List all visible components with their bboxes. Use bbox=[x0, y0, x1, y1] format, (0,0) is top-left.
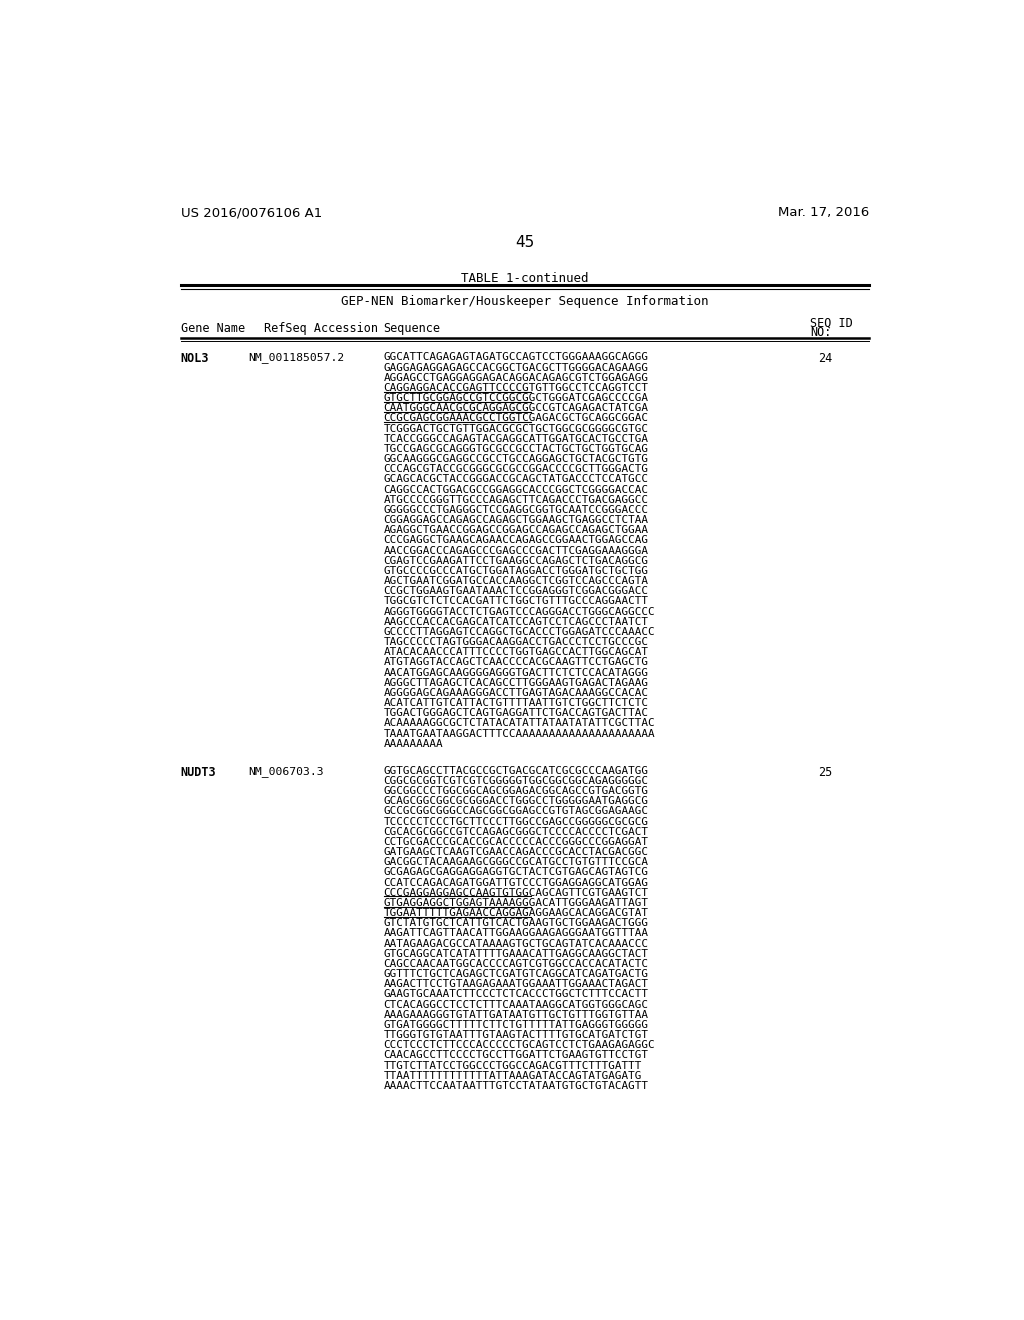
Text: GTGATGGGGCTTTTTCTTCTGTTTTTATTGAGGGTGGGGG: GTGATGGGGCTTTTTCTTCTGTTTTTATTGAGGGTGGGGG bbox=[384, 1020, 649, 1030]
Text: CTCACAGGCCTCCTCTTTCAAATAAGGCATGGTGGGCAGC: CTCACAGGCCTCCTCTTTCAAATAAGGCATGGTGGGCAGC bbox=[384, 999, 649, 1010]
Text: GCCGCGGCGGGCCAGCGGCGGAGCCGTGTAGCGGAGAAGC: GCCGCGGCGGGCCAGCGGCGGAGCCGTGTAGCGGAGAAGC bbox=[384, 807, 649, 817]
Text: CCCGAGGAGGAGCCAAGTGTGGCAGCAGTTCGTGAAGTCT: CCCGAGGAGGAGCCAAGTGTGGCAGCAGTTCGTGAAGTCT bbox=[384, 888, 649, 898]
Text: GGTGCAGCCTTACGCCGCTGACGCATCGCGCCCAAGATGG: GGTGCAGCCTTACGCCGCTGACGCATCGCGCCCAAGATGG bbox=[384, 766, 649, 776]
Text: AAAACTTCCAATAATTTGTCCTATAATGTGCTGTACAGTT: AAAACTTCCAATAATTTGTCCTATAATGTGCTGTACAGTT bbox=[384, 1081, 649, 1090]
Text: GCAGCACGCTACCGGGACCGCAGCTATGACCCTCCATGCC: GCAGCACGCTACCGGGACCGCAGCTATGACCCTCCATGCC bbox=[384, 474, 649, 484]
Text: ACAAAAAGGCGCTCTATACATATTATAATATATTCGCTTAC: ACAAAAAGGCGCTCTATACATATTATAATATATTCGCTTA… bbox=[384, 718, 655, 729]
Text: AAAGAAAGGGTGTATTGATAATGTTGCTGTTTGGTGTTAA: AAAGAAAGGGTGTATTGATAATGTTGCTGTTTGGTGTTAA bbox=[384, 1010, 649, 1020]
Text: CAGCCAACAATGGCACCCCAGTCGTGGCCACCACATACTC: CAGCCAACAATGGCACCCCAGTCGTGGCCACCACATACTC bbox=[384, 958, 649, 969]
Text: GTGCCCCGCCCATGCTGGATAGGACCTGGGATGCTGCTGG: GTGCCCCGCCCATGCTGGATAGGACCTGGGATGCTGCTGG bbox=[384, 566, 649, 576]
Text: TAGCCCCCTAGTGGGACAAGGACCTGACCCTCCTGCCCGC: TAGCCCCCTAGTGGGACAAGGACCTGACCCTCCTGCCCGC bbox=[384, 638, 649, 647]
Text: AAGACTTCCTGTAAGAGAAATGGAAATTGGAAACTAGACT: AAGACTTCCTGTAAGAGAAATGGAAATTGGAAACTAGACT bbox=[384, 979, 649, 989]
Text: TTAATTTTTTTTTTTTATTAAAGATACCAGTATGAGATG: TTAATTTTTTTTTTTTATTAAAGATACCAGTATGAGATG bbox=[384, 1071, 642, 1081]
Text: AAAAAAAAA: AAAAAAAAA bbox=[384, 739, 443, 748]
Text: GEP-NEN Biomarker/Houskeeper Sequence Information: GEP-NEN Biomarker/Houskeeper Sequence In… bbox=[341, 296, 709, 309]
Text: CGGCGCGGTCGTCGTCGGGGGTGGCGGCGGCAGAGGGGGC: CGGCGCGGTCGTCGTCGGGGGTGGCGGCGGCAGAGGGGGC bbox=[384, 776, 649, 785]
Text: GCCCCTTAGGAGTCCAGGCTGCACCCTGGAGATCCCAAACC: GCCCCTTAGGAGTCCAGGCTGCACCCTGGAGATCCCAAAC… bbox=[384, 627, 655, 636]
Text: TCCCCCTCCCTGCTTCCCTTGGCCGAGCCGGGGGCGCGCG: TCCCCCTCCCTGCTTCCCTTGGCCGAGCCGGGGGCGCGCG bbox=[384, 817, 649, 826]
Text: AGAGGCTGAACCGGAGCCGGAGCCAGAGCCAGAGCTGGAA: AGAGGCTGAACCGGAGCCGGAGCCAGAGCCAGAGCTGGAA bbox=[384, 525, 649, 535]
Text: CCATCCAGACAGATGGATTGTCCCTGGAGGAGGCATGGAG: CCATCCAGACAGATGGATTGTCCCTGGAGGAGGCATGGAG bbox=[384, 878, 649, 887]
Text: CAGGCCACTGGACGCCGGAGGCACCCGGCTCGGGGACCAC: CAGGCCACTGGACGCCGGAGGCACCCGGCTCGGGGACCAC bbox=[384, 484, 649, 495]
Text: TTGTCTTATCCTGGCCCTGGCCAGACGTTTCTTTGATTT: TTGTCTTATCCTGGCCCTGGCCAGACGTTTCTTTGATTT bbox=[384, 1060, 642, 1071]
Text: TABLE 1-continued: TABLE 1-continued bbox=[461, 272, 589, 285]
Text: AACCGGACCCAGAGCCCGAGCCCGACTTCGAGGAAAGGGA: AACCGGACCCAGAGCCCGAGCCCGACTTCGAGGAAAGGGA bbox=[384, 545, 649, 556]
Text: AGGGGAGCAGAAAGGGACCTTGAGTAGACAAAGGCCACAC: AGGGGAGCAGAAAGGGACCTTGAGTAGACAAAGGCCACAC bbox=[384, 688, 649, 698]
Text: AGCTGAATCGGATGCCACCAAGGCTCGGTCCAGCCCAGTA: AGCTGAATCGGATGCCACCAAGGCTCGGTCCAGCCCAGTA bbox=[384, 576, 649, 586]
Text: CGAGTCCGAAGATTCCTGAAGGCCAGAGCTCTGACAGGCG: CGAGTCCGAAGATTCCTGAAGGCCAGAGCTCTGACAGGCG bbox=[384, 556, 649, 566]
Text: CAATGGGCAACGCGCAGGAGCGGCCGTCAGAGACTATCGA: CAATGGGCAACGCGCAGGAGCGGCCGTCAGAGACTATCGA bbox=[384, 404, 649, 413]
Text: GACGGCTACAAGAAGCGGGCCGCATGCCTGTGTTTCCGCA: GACGGCTACAAGAAGCGGGCCGCATGCCTGTGTTTCCGCA bbox=[384, 857, 649, 867]
Text: ATGTAGGTACCAGCTCAACCCCACGCAAGTTCCTGAGCTG: ATGTAGGTACCAGCTCAACCCCACGCAAGTTCCTGAGCTG bbox=[384, 657, 649, 668]
Text: GCGAGAGCGAGGAGGAGGTGCTACTCGTGAGCAGTAGTCG: GCGAGAGCGAGGAGGAGGTGCTACTCGTGAGCAGTAGTCG bbox=[384, 867, 649, 878]
Text: GTGCTTGCGGAGCCGTCCGGCGGCTGGGATCGAGCCCCGA: GTGCTTGCGGAGCCGTCCGGCGGCTGGGATCGAGCCCCGA bbox=[384, 393, 649, 403]
Text: AGGAGCCTGAGGAGGAGACAGGACAGAGCGTCTGGAGAGG: AGGAGCCTGAGGAGGAGACAGGACAGAGCGTCTGGAGAGG bbox=[384, 372, 649, 383]
Text: CCCGAGGCTGAAGCAGAACCAGAGCCGGAACTGGAGCCAG: CCCGAGGCTGAAGCAGAACCAGAGCCGGAACTGGAGCCAG bbox=[384, 536, 649, 545]
Text: CCCAGCGTACCGCGGGCGCGCCGGACCCCGCTTGGGACTG: CCCAGCGTACCGCGGGCGCGCCGGACCCCGCTTGGGACTG bbox=[384, 465, 649, 474]
Text: AGGGCTTAGAGCTCACAGCCTTGGGAAGTGAGACTAGAAG: AGGGCTTAGAGCTCACAGCCTTGGGAAGTGAGACTAGAAG bbox=[384, 677, 649, 688]
Text: TGGACTGGGAGCTCAGTGAGGATTCTGACCAGTGACTTAC: TGGACTGGGAGCTCAGTGAGGATTCTGACCAGTGACTTAC bbox=[384, 708, 649, 718]
Text: GTGAGGAGGCTGGAGTAAAAGGGACATTGGGAAGATTAGT: GTGAGGAGGCTGGAGTAAAAGGGACATTGGGAAGATTAGT bbox=[384, 898, 649, 908]
Text: CGGAGGAGCCAGAGCCAGAGCTGGAAGCTGAGGCCTCTAA: CGGAGGAGCCAGAGCCAGAGCTGGAAGCTGAGGCCTCTAA bbox=[384, 515, 649, 525]
Text: ATACACAACCCATTTCCCCTGGTGAGCCACTTGGCAGCAT: ATACACAACCCATTTCCCCTGGTGAGCCACTTGGCAGCAT bbox=[384, 647, 649, 657]
Text: TGGAATTTTTGAGAACCAGGAGAGGAAGCACAGGACGTAT: TGGAATTTTTGAGAACCAGGAGAGGAAGCACAGGACGTAT bbox=[384, 908, 649, 919]
Text: US 2016/0076106 A1: US 2016/0076106 A1 bbox=[180, 206, 322, 219]
Text: GGTTTCTGCTCAGAGCTCGATGTCAGGCATCAGATGACTG: GGTTTCTGCTCAGAGCTCGATGTCAGGCATCAGATGACTG bbox=[384, 969, 649, 979]
Text: GAAGTGCAAATCTTCCCTCTCACCCTGGCTCTTTCCACTT: GAAGTGCAAATCTTCCCTCTCACCCTGGCTCTTTCCACTT bbox=[384, 990, 649, 999]
Text: AGGGTGGGGTACCTCTGAGTCCCAGGGACCTGGGCAGGCCC: AGGGTGGGGTACCTCTGAGTCCCAGGGACCTGGGCAGGCC… bbox=[384, 607, 655, 616]
Text: ACATCATTGTCATTACTGTTTTAATTGTCTGGCTTCTCTC: ACATCATTGTCATTACTGTTTTAATTGTCTGGCTTCTCTC bbox=[384, 698, 649, 708]
Text: CCCTCCCTCTTCCCACCCCCTGCAGTCCTCTGAAGAGAGGC: CCCTCCCTCTTCCCACCCCCTGCAGTCCTCTGAAGAGAGG… bbox=[384, 1040, 655, 1051]
Text: NOL3: NOL3 bbox=[180, 352, 209, 366]
Text: GGCGGCCCTGGCGGCAGCGGAGACGGCAGCCGTGACGGTG: GGCGGCCCTGGCGGCAGCGGAGACGGCAGCCGTGACGGTG bbox=[384, 787, 649, 796]
Text: CCGCTGGAAGTGAATAAACTCCGGAGGGTCGGACGGGACC: CCGCTGGAAGTGAATAAACTCCGGAGGGTCGGACGGGACC bbox=[384, 586, 649, 597]
Text: TCGGGACTGCTGTTGGACGCGCTGCTGGCGCGGGGCGTGC: TCGGGACTGCTGTTGGACGCGCTGCTGGCGCGGGGCGTGC bbox=[384, 424, 649, 433]
Text: NUDT3: NUDT3 bbox=[180, 766, 216, 779]
Text: TGGCGTCTCTCCACGATTCTGGCTGTTTGCCCAGGAACTT: TGGCGTCTCTCCACGATTCTGGCTGTTTGCCCAGGAACTT bbox=[384, 597, 649, 606]
Text: GATGAAGCTCAAGTCGAACCAGACCCGCACCTACGACGGC: GATGAAGCTCAAGTCGAACCAGACCCGCACCTACGACGGC bbox=[384, 847, 649, 857]
Text: CGCACGCGGCCGTCCAGAGCGGGCTCCCCACCCCTCGACT: CGCACGCGGCCGTCCAGAGCGGGCTCCCCACCCCTCGACT bbox=[384, 826, 649, 837]
Text: NM_001185057.2: NM_001185057.2 bbox=[248, 352, 344, 363]
Text: RefSeq Accession: RefSeq Accession bbox=[263, 322, 378, 335]
Text: TCACCGGGCCAGAGTACGAGGCATTGGATGCACTGCCTGA: TCACCGGGCCAGAGTACGAGGCATTGGATGCACTGCCTGA bbox=[384, 434, 649, 444]
Text: Sequence: Sequence bbox=[384, 322, 440, 335]
Text: SEQ ID: SEQ ID bbox=[810, 317, 853, 329]
Text: AACATGGAGCAAGGGGAGGGTGACTTCTCTCCACATAGGG: AACATGGAGCAAGGGGAGGGTGACTTCTCTCCACATAGGG bbox=[384, 668, 649, 677]
Text: GAGGAGAGGAGAGCCACGGCTGACGCTTGGGGACAGAAGG: GAGGAGAGGAGAGCCACGGCTGACGCTTGGGGACAGAAGG bbox=[384, 363, 649, 372]
Text: AATAGAAGACGCCATAAAAGTGCTGCAGTATCACAAACCC: AATAGAAGACGCCATAAAAGTGCTGCAGTATCACAAACCC bbox=[384, 939, 649, 949]
Text: CCTGCGACCCGCACCGCACCCCCACCCGGGCCCGGAGGAT: CCTGCGACCCGCACCGCACCCCCACCCGGGCCCGGAGGAT bbox=[384, 837, 649, 847]
Text: GCAGCGGCGGCGCGGGACCTGGGCCTGGGGGAATGAGGCG: GCAGCGGCGGCGCGGGACCTGGGCCTGGGGGAATGAGGCG bbox=[384, 796, 649, 807]
Text: TAAATGAATAAGGACTTTCCAAAAAAAAAAAAAAAAAAAAA: TAAATGAATAAGGACTTTCCAAAAAAAAAAAAAAAAAAAA… bbox=[384, 729, 655, 738]
Text: Mar. 17, 2016: Mar. 17, 2016 bbox=[777, 206, 869, 219]
Text: NM_006703.3: NM_006703.3 bbox=[248, 766, 324, 776]
Text: Gene Name: Gene Name bbox=[180, 322, 245, 335]
Text: TGCCGAGCGCAGGGTGCGCCGCCTACTGCTGCTGGTGCAG: TGCCGAGCGCAGGGTGCGCCGCCTACTGCTGCTGGTGCAG bbox=[384, 444, 649, 454]
Text: GGGGGCCCTGAGGGCTCCGAGGCGGTGCAATCCGGGACCC: GGGGGCCCTGAGGGCTCCGAGGCGGTGCAATCCGGGACCC bbox=[384, 506, 649, 515]
Text: NO:: NO: bbox=[810, 326, 831, 339]
Text: GTCTATGTGCTCATTGTCACTGAAGTGCTGGAAGACTGGG: GTCTATGTGCTCATTGTCACTGAAGTGCTGGAAGACTGGG bbox=[384, 919, 649, 928]
Text: AAGATTCAGTTAACATTGGAAGGAAGAGGGAATGGTTTAA: AAGATTCAGTTAACATTGGAAGGAAGAGGGAATGGTTTAA bbox=[384, 928, 649, 939]
Text: CAGGAGGACACCGAGTTCCCCGTGTTGGCCTCCAGGTCCT: CAGGAGGACACCGAGTTCCCCGTGTTGGCCTCCAGGTCCT bbox=[384, 383, 649, 393]
Text: AAGCCCACCACGAGCATCATCCAGTCCTCAGCCCTAATCT: AAGCCCACCACGAGCATCATCCAGTCCTCAGCCCTAATCT bbox=[384, 616, 649, 627]
Text: TTGGGTGTGTAATTTGTAAGTACTTTTGTGCATGATCTGT: TTGGGTGTGTAATTTGTAAGTACTTTTGTGCATGATCTGT bbox=[384, 1030, 649, 1040]
Text: 25: 25 bbox=[818, 766, 831, 779]
Text: GGCAAGGGCGAGGCCGCCTGCCAGGAGCTGCTACGCTGTG: GGCAAGGGCGAGGCCGCCTGCCAGGAGCTGCTACGCTGTG bbox=[384, 454, 649, 465]
Text: CAACAGCCTTCCCCTGCCTTGGATTCTGAAGTGTTCCTGT: CAACAGCCTTCCCCTGCCTTGGATTCTGAAGTGTTCCTGT bbox=[384, 1051, 649, 1060]
Text: GTGCAGGCATCATATTTTGAAACATTGAGGCAAGGCTACT: GTGCAGGCATCATATTTTGAAACATTGAGGCAAGGCTACT bbox=[384, 949, 649, 958]
Text: ATGCCCCGGGTTGCCCAGAGCTTCAGACCCTGACGAGGCC: ATGCCCCGGGTTGCCCAGAGCTTCAGACCCTGACGAGGCC bbox=[384, 495, 649, 504]
Text: GGCATTCAGAGAGTAGATGCCAGTCCTGGGAAAGGCAGGG: GGCATTCAGAGAGTAGATGCCAGTCCTGGGAAAGGCAGGG bbox=[384, 352, 649, 363]
Text: 24: 24 bbox=[818, 352, 831, 366]
Text: 45: 45 bbox=[515, 235, 535, 251]
Text: CCGCGAGCGGAAACGCCTGGTCGAGACGCTGCAGGCGGAC: CCGCGAGCGGAAACGCCTGGTCGAGACGCTGCAGGCGGAC bbox=[384, 413, 649, 424]
